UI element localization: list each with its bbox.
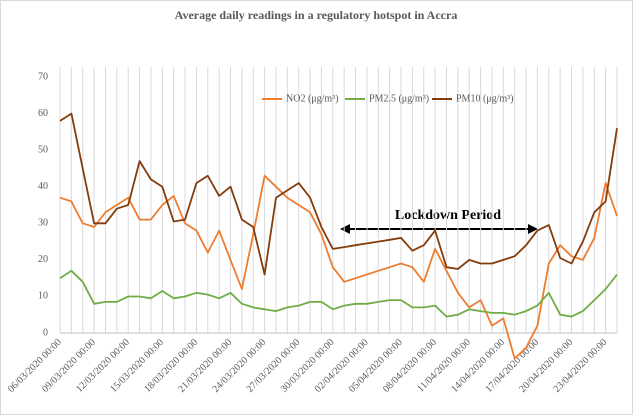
y-tick-label: 60 [38, 108, 48, 119]
legend-label: PM10 (μg/m³) [456, 93, 514, 104]
annotation: Lockdown Period [395, 208, 501, 223]
series-line [59, 269, 618, 318]
y-tick-label: 40 [38, 181, 48, 192]
legend-label: PM2.5 (μg/m³) [369, 93, 429, 104]
y-tick-label: 20 [38, 254, 48, 265]
legend-label: NO2 (μg/m³) [286, 93, 339, 104]
y-tick-label: 10 [38, 291, 48, 302]
chart-title: Average daily readings in a regulatory h… [175, 8, 458, 22]
y-tick-label: 50 [38, 144, 48, 155]
series-line [59, 174, 618, 360]
series-line [59, 112, 618, 276]
y-tick-label: 70 [38, 71, 48, 82]
y-tick-label: 0 [43, 327, 48, 338]
y-tick-label: 30 [38, 218, 48, 229]
